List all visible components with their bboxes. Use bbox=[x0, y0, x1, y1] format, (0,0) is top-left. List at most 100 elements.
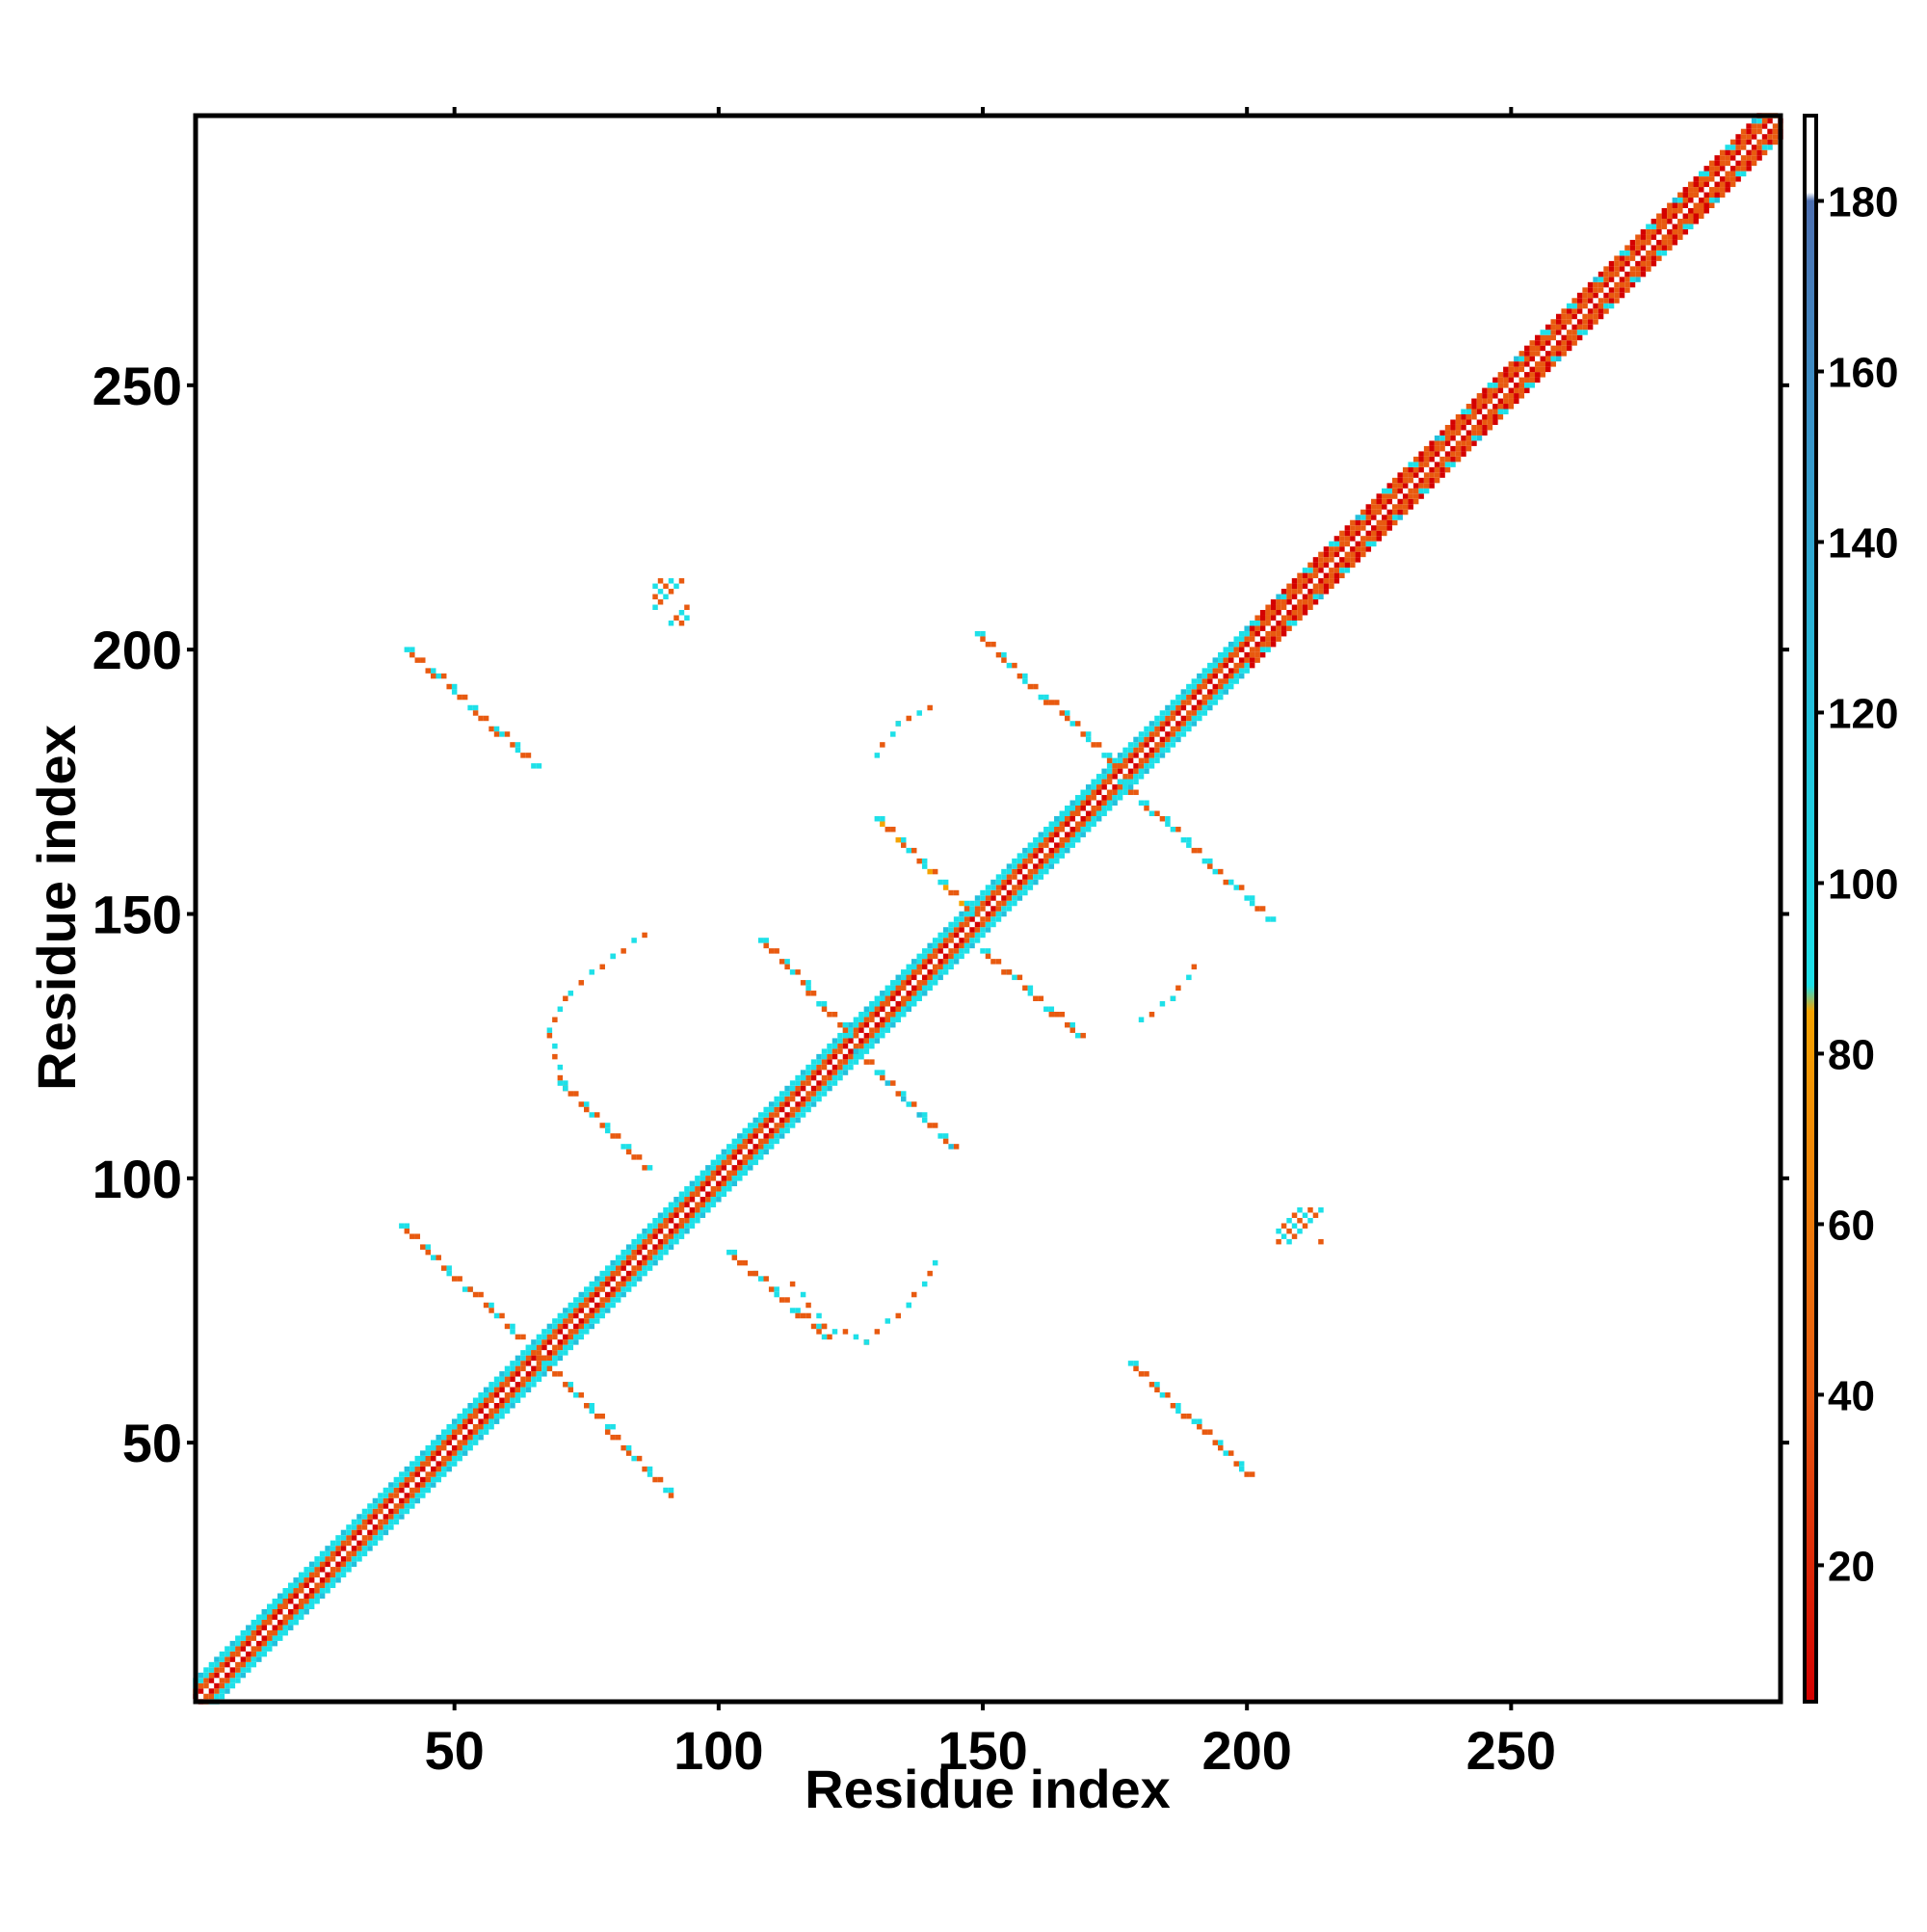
diagonal-cell bbox=[330, 1546, 336, 1551]
diagonal-cell bbox=[446, 1455, 452, 1462]
diagonal-cell bbox=[219, 1661, 225, 1668]
contact-cell bbox=[805, 980, 811, 986]
diagonal-cell bbox=[1751, 155, 1757, 161]
contact-cell bbox=[1138, 1371, 1145, 1377]
diagonal-cell bbox=[1297, 583, 1303, 590]
diagonal-cell bbox=[763, 1112, 769, 1118]
diagonal-cell bbox=[821, 1074, 828, 1081]
diagonal-cell bbox=[832, 1074, 838, 1081]
diagonal-cell bbox=[594, 1281, 600, 1287]
diagonal-cell bbox=[541, 1339, 547, 1345]
diagonal-cell bbox=[863, 1021, 870, 1028]
diagonal-cell bbox=[431, 1440, 436, 1445]
diagonal-cell bbox=[1703, 166, 1709, 172]
diagonal-cell bbox=[757, 1138, 764, 1145]
diagonal-cell bbox=[1434, 445, 1440, 452]
diagonal-cell bbox=[1667, 234, 1673, 240]
contact-cell bbox=[880, 1070, 885, 1075]
diagonal-cell bbox=[1165, 710, 1171, 716]
diagonal-cell bbox=[1688, 198, 1694, 203]
diagonal-cell bbox=[1091, 821, 1096, 827]
diagonal-cell bbox=[293, 1593, 299, 1600]
diagonal-cell bbox=[356, 1550, 362, 1557]
diagonal-cell bbox=[1333, 562, 1340, 569]
diagonal-cell bbox=[1677, 228, 1683, 235]
diagonal-cell bbox=[1471, 414, 1477, 420]
diagonal-cell bbox=[874, 1027, 881, 1033]
diagonal-cell bbox=[1270, 630, 1277, 637]
diagonal-cell bbox=[636, 1244, 643, 1250]
diagonal-cell bbox=[668, 1233, 674, 1239]
diagonal-cell bbox=[1725, 155, 1730, 161]
diagonal-cell bbox=[921, 991, 928, 996]
diagonal-cell bbox=[737, 1133, 743, 1139]
diagonal-cell bbox=[599, 1281, 605, 1287]
diagonal-cell bbox=[980, 889, 986, 896]
contact-cell bbox=[457, 1276, 462, 1282]
diagonal-cell bbox=[1138, 736, 1145, 743]
diagonal-cell bbox=[1001, 895, 1007, 901]
diagonal-cell bbox=[1439, 440, 1445, 446]
diagonal-cell bbox=[748, 1133, 753, 1139]
contact-cell bbox=[1085, 731, 1092, 737]
diagonal-cell bbox=[1133, 747, 1139, 754]
diagonal-cell bbox=[1656, 224, 1662, 229]
diagonal-cell bbox=[1650, 250, 1657, 256]
diagonal-cell bbox=[1544, 324, 1551, 331]
contact-cell bbox=[1276, 1238, 1281, 1245]
contact-cell bbox=[446, 683, 452, 690]
diagonal-cell bbox=[757, 1154, 764, 1160]
diagonal-cell bbox=[1423, 477, 1430, 484]
diagonal-cell bbox=[1672, 198, 1678, 203]
diagonal-cell bbox=[1054, 842, 1060, 848]
contact-cell bbox=[763, 938, 769, 943]
diagonal-cell bbox=[1344, 551, 1351, 558]
diagonal-cell bbox=[1360, 536, 1366, 542]
diagonal-cell bbox=[378, 1497, 383, 1504]
diagonal-cell bbox=[1624, 245, 1630, 251]
contact-cell bbox=[1112, 763, 1118, 769]
colorbar-gradient bbox=[1805, 116, 1816, 1702]
diagonal-cell bbox=[748, 1165, 753, 1171]
diagonal-cell bbox=[1487, 383, 1493, 388]
diagonal-cell bbox=[1544, 330, 1551, 335]
diagonal-cell bbox=[1461, 451, 1466, 457]
diagonal-cell bbox=[340, 1529, 347, 1536]
diagonal-cell bbox=[1165, 715, 1171, 722]
contact-cell bbox=[557, 1371, 564, 1377]
diagonal-cell bbox=[842, 1070, 849, 1075]
diagonal-cell bbox=[1429, 472, 1435, 478]
diagonal-cell bbox=[1059, 847, 1066, 854]
diagonal-cell bbox=[678, 1202, 685, 1207]
diagonal-cell bbox=[1074, 806, 1081, 811]
diagonal-cell bbox=[1197, 704, 1202, 711]
diagonal-cell bbox=[1027, 885, 1034, 890]
contact-cell bbox=[631, 1455, 637, 1462]
diagonal-cell bbox=[1080, 815, 1086, 822]
diagonal-cell bbox=[631, 1281, 637, 1287]
diagonal-cell bbox=[1555, 340, 1562, 346]
diagonal-cell bbox=[478, 1403, 484, 1409]
diagonal-cell bbox=[1054, 858, 1060, 864]
diagonal-cell bbox=[1207, 694, 1213, 701]
diagonal-cell bbox=[440, 1471, 447, 1477]
contact-cell bbox=[774, 1291, 779, 1298]
diagonal-cell bbox=[1619, 255, 1625, 261]
diagonal-cell bbox=[1312, 589, 1319, 595]
diagonal-cell bbox=[446, 1450, 452, 1456]
diagonal-cell bbox=[647, 1228, 653, 1234]
diagonal-cell bbox=[1080, 821, 1086, 827]
diagonal-cell bbox=[615, 1265, 621, 1271]
diagonal-cell bbox=[1714, 160, 1720, 167]
contact-cell bbox=[462, 694, 468, 701]
contact-cell bbox=[557, 1064, 564, 1071]
diagonal-cell bbox=[1635, 239, 1641, 246]
diagonal-cell bbox=[1699, 181, 1704, 188]
diagonal-cell bbox=[1455, 451, 1462, 457]
diagonal-cell bbox=[340, 1561, 347, 1568]
diagonal-cell bbox=[615, 1281, 621, 1287]
contact-cell bbox=[858, 1048, 864, 1054]
x-tick-label: 250 bbox=[1466, 1720, 1556, 1781]
diagonal-cell bbox=[1280, 589, 1287, 595]
diagonal-cell bbox=[1497, 387, 1504, 394]
